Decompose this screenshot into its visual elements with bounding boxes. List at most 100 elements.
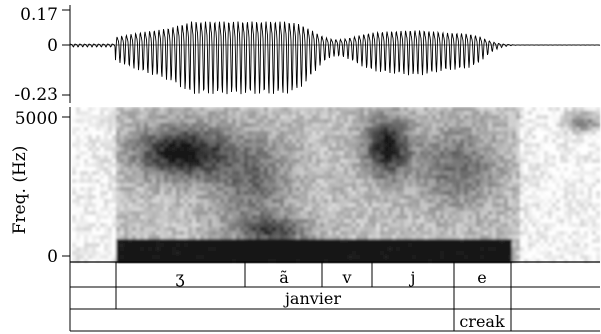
spectrogram-cell [88, 135, 93, 140]
spectrogram-cell [96, 239, 101, 244]
spectrogram-cell [176, 139, 181, 144]
spectrogram-cell [460, 195, 465, 200]
spectrogram-cell [436, 199, 441, 204]
spectrogram-cell [588, 135, 593, 140]
spectrogram-cell [564, 115, 569, 120]
spectrogram-cell [228, 199, 233, 204]
spectrogram-cell [164, 115, 169, 120]
spectrogram-cell [480, 251, 485, 256]
spectrogram-cell [408, 123, 413, 128]
spectrogram-cell [304, 219, 309, 224]
spectrogram-cell [564, 219, 569, 224]
spectrogram-cell [132, 243, 137, 248]
spectrogram-cell [364, 135, 369, 140]
spectrogram-cell [552, 203, 557, 208]
spectrogram-cell [240, 139, 245, 144]
spectrogram-cell [72, 127, 77, 132]
spectrogram-cell [392, 215, 397, 220]
spectrogram-cell [484, 251, 489, 256]
spectrogram-cell [256, 231, 261, 236]
spectrogram-cell [332, 215, 337, 220]
spectrogram-cell [76, 131, 81, 136]
spectrogram-cell [280, 175, 285, 180]
spectrogram-cell [324, 255, 329, 260]
spectrogram-cell [592, 171, 597, 176]
spectrogram-cell [328, 211, 333, 216]
spectrogram-cell [308, 127, 313, 132]
spectrogram-cell [516, 235, 521, 240]
spectrogram-cell [320, 191, 325, 196]
spectrogram-cell [268, 107, 273, 112]
spectrogram-cell [596, 207, 601, 212]
spectrogram-cell [548, 115, 553, 120]
spectrogram-cell [140, 167, 145, 172]
spectrogram-cell [440, 227, 445, 232]
spectrogram-cell [308, 199, 313, 204]
spectrogram-cell [136, 119, 141, 124]
spectrogram-cell [428, 143, 433, 148]
spectrogram-cell [336, 135, 341, 140]
spectrogram-cell [512, 251, 517, 256]
spectrogram-cell [592, 175, 597, 180]
spectrogram-cell [192, 223, 197, 228]
spectrogram-cell [476, 107, 481, 112]
spectrogram-cell [132, 163, 137, 168]
spectrogram-cell [280, 219, 285, 224]
spectrogram-cell [324, 203, 329, 208]
spectrogram-cell [568, 107, 573, 112]
spectrogram-cell [328, 139, 333, 144]
spectrogram-cell [360, 155, 365, 160]
spectrogram-cell [520, 251, 525, 256]
spectrogram-cell [588, 215, 593, 220]
spectrogram-cell [320, 255, 325, 260]
spectrogram-cell [580, 115, 585, 120]
spectrogram-cell [568, 159, 573, 164]
spectrogram-cell [316, 191, 321, 196]
spectrogram-cell [480, 211, 485, 216]
spectrogram-cell [552, 163, 557, 168]
spectrogram-cell [372, 191, 377, 196]
spectrogram-cell [364, 139, 369, 144]
spectrogram-cell [512, 155, 517, 160]
spectrogram-cell [172, 187, 177, 192]
spectrogram-cell [548, 179, 553, 184]
spectrogram-cell [500, 151, 505, 156]
spectrogram-cell [512, 191, 517, 196]
spectrogram-cell [136, 147, 141, 152]
spectrogram-cell [160, 219, 165, 224]
spectrogram-cell [332, 175, 337, 180]
spectrogram-cell [464, 215, 469, 220]
spectrogram-cell [456, 243, 461, 248]
spectrogram-cell [220, 159, 225, 164]
spectrogram-cell [128, 155, 133, 160]
spectrogram-cell [552, 211, 557, 216]
spectrogram-cell [392, 231, 397, 236]
spectrogram-cell [388, 191, 393, 196]
spectrogram-cell [448, 231, 453, 236]
spectrogram-cell [224, 195, 229, 200]
spectrogram-cell [244, 123, 249, 128]
spectrogram-cell [360, 175, 365, 180]
spectrogram-cell [536, 211, 541, 216]
spectrogram-cell [572, 159, 577, 164]
spectrogram-cell [508, 171, 513, 176]
spectrogram-cell [156, 131, 161, 136]
spectrogram-cell [488, 115, 493, 120]
spectrogram-cell [360, 179, 365, 184]
spectrogram-cell [468, 203, 473, 208]
spectrogram-cell [112, 107, 117, 112]
spectrogram-cell [592, 163, 597, 168]
spectrogram-cell [308, 235, 313, 240]
spectrogram-cell [540, 183, 545, 188]
spectrogram-cell [316, 163, 321, 168]
spectrogram-cell [468, 167, 473, 172]
spectrogram-cell [560, 131, 565, 136]
spectrogram-cell [484, 199, 489, 204]
spectrogram-cell [580, 251, 585, 256]
spectrogram-cell [216, 143, 221, 148]
spectrogram-cell [368, 167, 373, 172]
spectrogram-cell [252, 115, 257, 120]
spectrogram-cell [176, 251, 181, 256]
spectrogram-cell [508, 247, 513, 252]
spectrogram-cell [508, 107, 513, 112]
